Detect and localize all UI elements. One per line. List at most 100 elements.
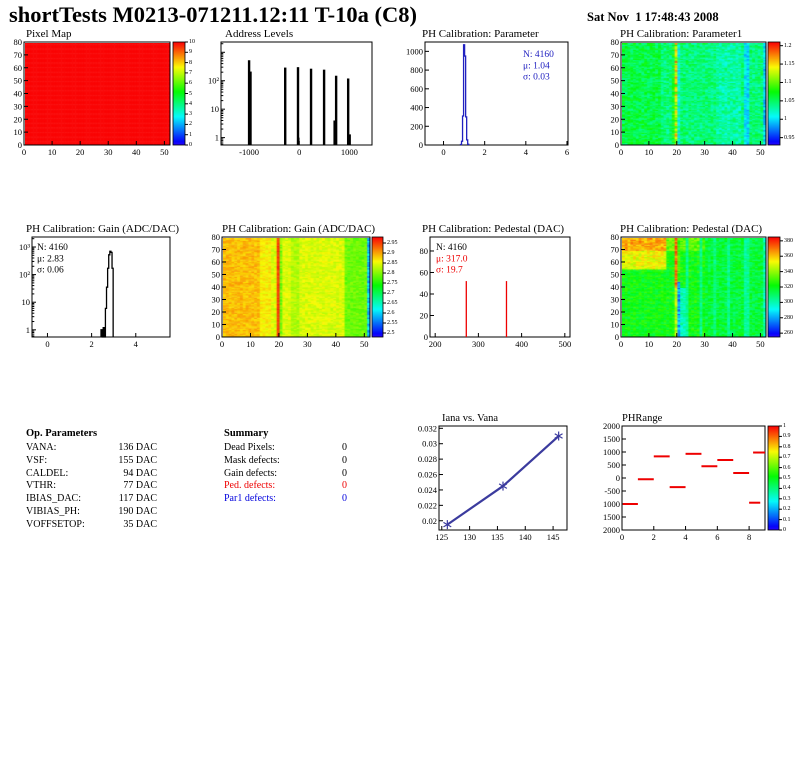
svg-text:40: 40 xyxy=(611,89,620,99)
summary-value: 0 xyxy=(342,493,347,505)
summary-value: 0 xyxy=(342,454,347,466)
parameter-label: VANA: xyxy=(26,442,57,453)
colorbar-tick-label: 0.3 xyxy=(783,495,791,502)
svg-text:80: 80 xyxy=(420,246,429,256)
colorbar-tick-label: 0.2 xyxy=(783,506,791,513)
summary-row: Dead Pixels: 0 xyxy=(224,442,347,455)
svg-text:30: 30 xyxy=(611,295,620,305)
colorbar-tick-label: 340 xyxy=(784,268,793,275)
svg-text:40: 40 xyxy=(611,282,620,292)
colorbar-tick-label: 360 xyxy=(784,253,793,260)
svg-text:0: 0 xyxy=(620,532,624,542)
svg-text:70: 70 xyxy=(611,50,620,60)
svg-text:20: 20 xyxy=(673,147,682,157)
svg-text:30: 30 xyxy=(611,101,620,111)
svg-text:0: 0 xyxy=(216,332,220,342)
plot-title-gain-map: PH Calibration: Gain (ADC/DAC) xyxy=(222,223,376,235)
svg-text:30: 30 xyxy=(303,339,312,349)
ph-parameter1-map-canvas xyxy=(621,42,766,145)
svg-text:1000: 1000 xyxy=(406,46,423,56)
svg-text:1000: 1000 xyxy=(603,447,620,457)
colorbar-tick-label: 2.7 xyxy=(387,290,395,296)
svg-text:40: 40 xyxy=(420,289,429,299)
svg-text:0: 0 xyxy=(619,339,623,349)
svg-text:0: 0 xyxy=(45,339,49,349)
svg-text:0: 0 xyxy=(615,140,619,150)
svg-text:-1000: -1000 xyxy=(239,147,259,157)
svg-text:80: 80 xyxy=(14,37,23,47)
svg-text:20: 20 xyxy=(673,339,682,349)
timestamp: Sat Nov 1 17:48:43 2008 xyxy=(587,10,719,24)
colorbar-tick-label: 1 xyxy=(189,131,192,138)
colorbar-tick-label: 2.65 xyxy=(387,300,398,306)
plot-title-pedestal-hist: PH Calibration: Pedestal (DAC) xyxy=(422,223,565,235)
summary-label: Ped. defects: xyxy=(224,480,276,492)
svg-text:0: 0 xyxy=(616,473,620,483)
parameter-value: 136 DAC xyxy=(118,442,157,453)
svg-text:10: 10 xyxy=(645,339,654,349)
svg-text:10: 10 xyxy=(22,297,31,307)
svg-text:135: 135 xyxy=(491,532,504,542)
svg-text:μ: 2.83: μ: 2.83 xyxy=(37,254,64,264)
colorbar-tick-label: 2.5 xyxy=(387,330,395,336)
svg-text:50: 50 xyxy=(360,339,369,349)
svg-text:6: 6 xyxy=(565,147,569,157)
colorbar-tick-label: 4 xyxy=(189,100,192,107)
svg-text:0: 0 xyxy=(297,147,301,157)
parameter-row: IBIAS_DAC: 117 DAC xyxy=(26,493,157,506)
svg-text:2000: 2000 xyxy=(603,421,620,431)
svg-text:N: 4160: N: 4160 xyxy=(37,243,68,253)
svg-text:8: 8 xyxy=(747,532,751,542)
op-parameters-title: Op. Parameters xyxy=(26,428,98,439)
svg-text:80: 80 xyxy=(611,37,620,47)
colorbar-tick-label: 1 xyxy=(784,116,787,123)
parameter-value: 155 DAC xyxy=(118,454,157,466)
colorbar-tick-label: 2.55 xyxy=(387,320,398,326)
svg-text:300: 300 xyxy=(472,339,485,349)
svg-text:μ: 1.04: μ: 1.04 xyxy=(523,61,550,71)
colorbar-tick-label: 260 xyxy=(784,330,793,337)
svg-text:0.028: 0.028 xyxy=(418,454,437,464)
svg-text:10²: 10² xyxy=(208,76,220,86)
svg-text:500: 500 xyxy=(558,339,571,349)
summary-row: Ped. defects: 0 xyxy=(224,480,347,493)
pixel-map-canvas xyxy=(24,42,170,145)
parameter-row: VOFFSETOP: 35 DAC xyxy=(26,519,157,532)
svg-text:30: 30 xyxy=(700,147,709,157)
pedestal-map-colorbar xyxy=(768,237,780,337)
parameter-row: VSF: 155 DAC xyxy=(26,455,157,468)
svg-text:20: 20 xyxy=(611,307,620,317)
colorbar-tick-label: 2 xyxy=(189,121,192,128)
svg-text:140: 140 xyxy=(519,532,532,542)
svg-text:60: 60 xyxy=(611,63,620,73)
svg-text:10: 10 xyxy=(246,339,255,349)
svg-text:10: 10 xyxy=(611,320,620,330)
summary-label: Mask defects: xyxy=(224,454,280,466)
svg-text:400: 400 xyxy=(515,339,528,349)
svg-text:0.032: 0.032 xyxy=(418,423,437,433)
svg-text:145: 145 xyxy=(547,532,560,542)
svg-text:50: 50 xyxy=(611,270,620,280)
svg-text:600: 600 xyxy=(410,84,423,94)
svg-text:40: 40 xyxy=(212,282,221,292)
svg-text:1000: 1000 xyxy=(603,499,620,509)
svg-text:125: 125 xyxy=(435,532,448,542)
svg-text:50: 50 xyxy=(756,339,765,349)
svg-text:6: 6 xyxy=(715,532,719,542)
svg-text:σ: 0.06: σ: 0.06 xyxy=(37,266,64,276)
svg-text:10: 10 xyxy=(14,127,23,137)
svg-text:500: 500 xyxy=(607,460,620,470)
svg-text:130: 130 xyxy=(463,532,476,542)
parameter-row: VANA: 136 DAC xyxy=(26,442,157,455)
colorbar-tick-label: 2.6 xyxy=(387,310,395,316)
svg-text:4: 4 xyxy=(683,532,688,542)
svg-text:60: 60 xyxy=(611,257,620,267)
colorbar-tick-label: 3 xyxy=(189,111,192,118)
svg-text:0: 0 xyxy=(619,147,623,157)
colorbar-tick-label: 1 xyxy=(783,423,786,429)
svg-text:50: 50 xyxy=(160,147,169,157)
parameter-label: VOFFSETOP: xyxy=(26,518,85,530)
colorbar-tick-label: 1.15 xyxy=(784,61,795,68)
colorbar-tick-label: 2.75 xyxy=(387,280,398,286)
ph-range-colorbar xyxy=(768,426,779,530)
